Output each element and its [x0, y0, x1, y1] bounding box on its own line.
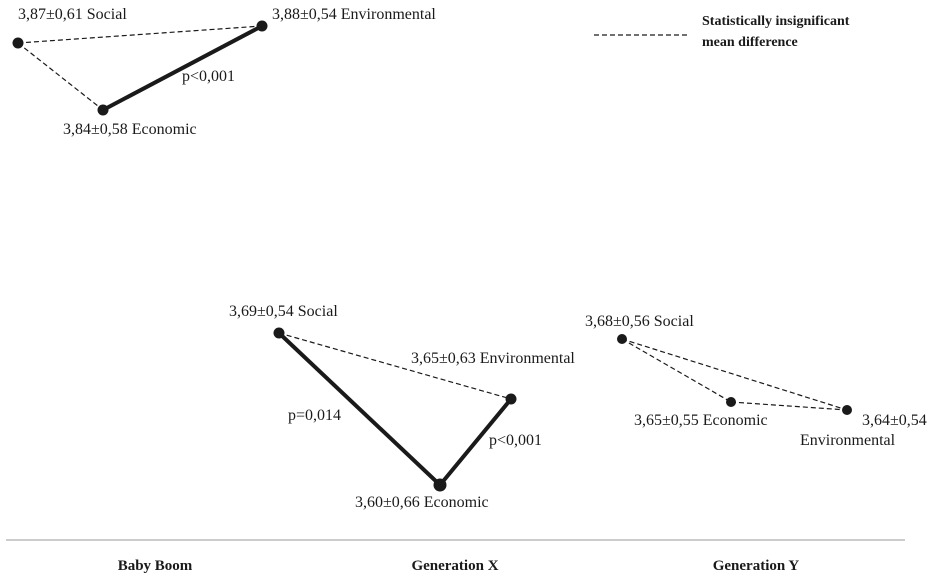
group-generation-y: 3,68±0,56 Social 3,65±0,55 Economic 3,64…	[585, 313, 927, 449]
node-economic	[97, 104, 109, 116]
group-title-generation-x: Generation X	[411, 558, 498, 574]
edge-label-p-value: p<0,001	[182, 68, 235, 85]
legend: Statistically insignificant mean differe…	[594, 14, 850, 50]
edge-social-environmental	[621, 338, 848, 411]
legend-text-line1: Statistically insignificant	[702, 14, 850, 29]
node-label-social: 3,68±0,56 Social	[585, 313, 694, 330]
edge-social-economic	[277, 331, 442, 487]
node-environmental	[842, 405, 852, 415]
group-title-generation-y: Generation Y	[713, 558, 800, 574]
node-social	[617, 334, 627, 344]
edge-social-economic	[621, 338, 732, 403]
group-title-baby-boom: Baby Boom	[118, 558, 193, 574]
group-baby-boom: 3,87±0,61 Social 3,88±0,54 Environmental…	[12, 6, 436, 138]
edge-economic-environmental	[102, 24, 263, 112]
edge-economic-environmental	[730, 401, 848, 411]
legend-text-line2: mean difference	[702, 35, 798, 50]
edge-social-environmental	[17, 25, 263, 44]
group-generation-x: 3,69±0,54 Social 3,65±0,63 Environmental…	[229, 303, 575, 511]
node-social	[273, 327, 285, 339]
edge-social-economic	[17, 42, 104, 111]
node-label-environmental-name: Environmental	[800, 432, 896, 449]
edge-label-p-value-social-economic: p=0,014	[288, 407, 341, 424]
node-label-economic: 3,60±0,66 Economic	[355, 494, 489, 511]
edge-economic-environmental	[438, 397, 513, 487]
node-label-social: 3,87±0,61 Social	[18, 6, 127, 23]
edge-label-p-value-economic-environmental: p<0,001	[489, 432, 542, 449]
node-label-economic: 3,65±0,55 Economic	[634, 412, 768, 429]
node-economic	[726, 397, 736, 407]
node-label-environmental: 3,88±0,54 Environmental	[272, 6, 436, 23]
node-social	[12, 37, 24, 49]
node-environmental	[505, 393, 517, 405]
node-label-economic: 3,84±0,58 Economic	[63, 121, 197, 138]
node-environmental	[256, 20, 268, 32]
node-label-environmental-value: 3,64±0,54	[862, 412, 927, 429]
node-label-environmental: 3,65±0,63 Environmental	[411, 350, 575, 367]
node-label-social: 3,69±0,54 Social	[229, 303, 338, 320]
edge-social-environmental	[278, 332, 512, 400]
node-economic	[433, 478, 447, 492]
